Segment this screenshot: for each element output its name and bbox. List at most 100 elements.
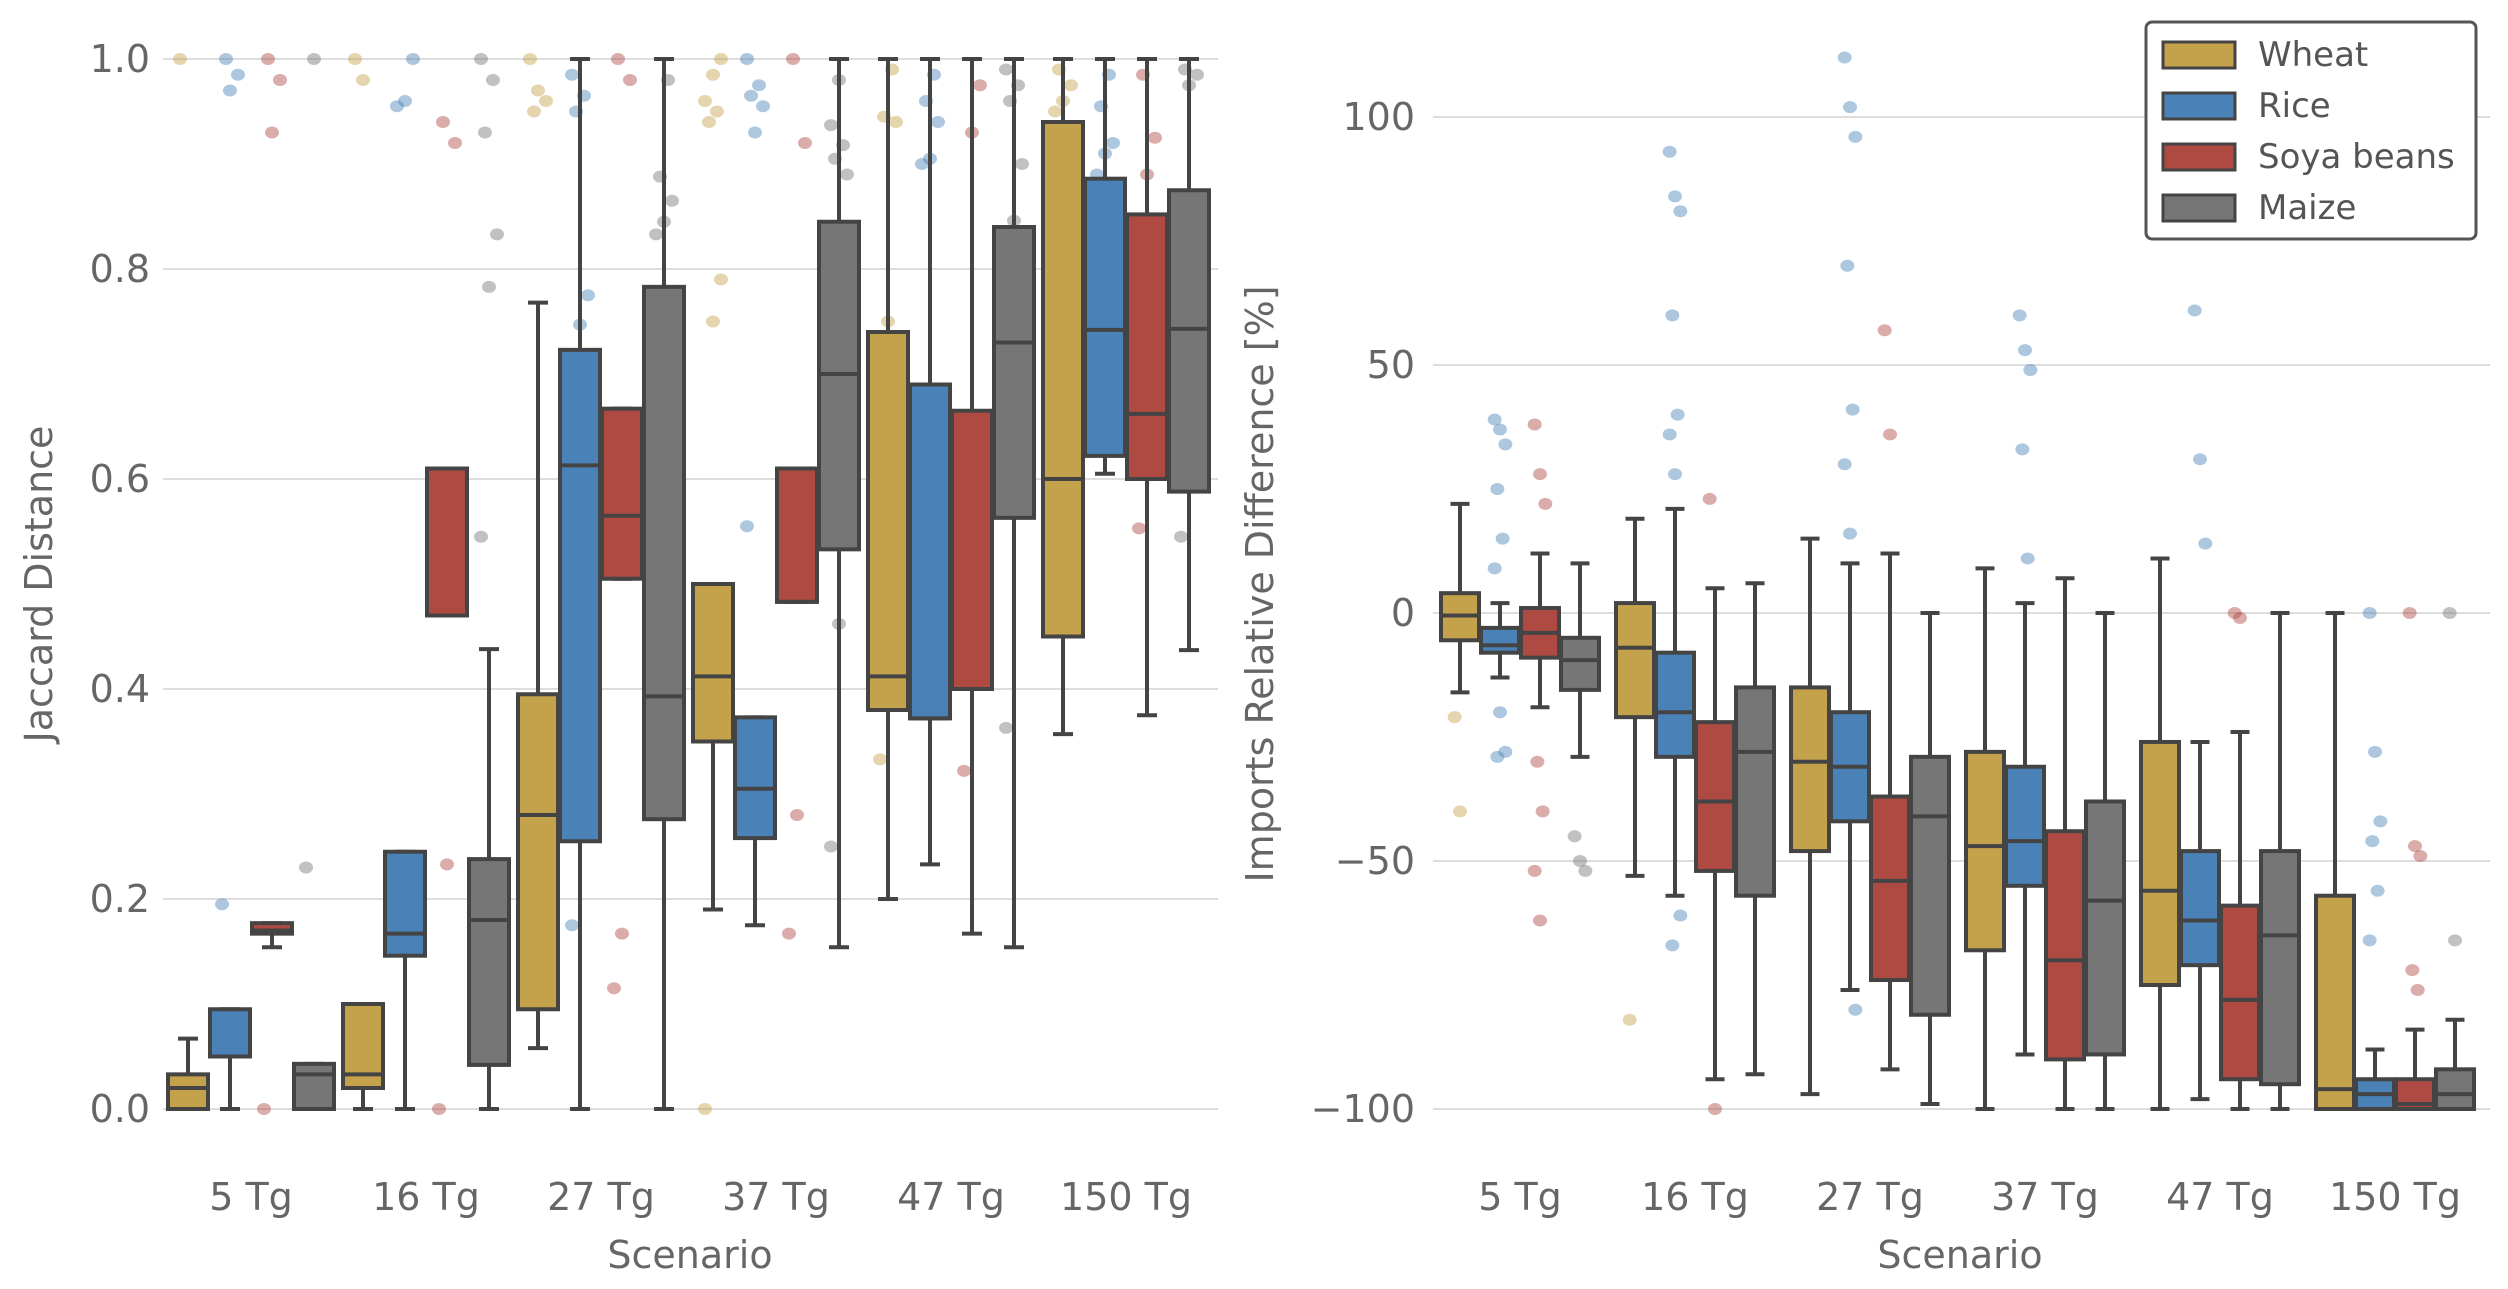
data-point [1487, 413, 1502, 426]
box [1654, 650, 1696, 759]
data-point [698, 95, 712, 107]
box [1083, 176, 1127, 458]
data-point [1533, 468, 1547, 481]
data-point [824, 119, 838, 132]
box [250, 921, 294, 936]
box [817, 219, 861, 552]
box [908, 382, 952, 721]
data-point [565, 919, 579, 932]
data-point [482, 280, 496, 293]
legend-label: Wheat [2258, 35, 2368, 75]
data-point [2012, 309, 2027, 322]
data-point [1578, 864, 1593, 877]
data-point [607, 982, 621, 995]
box [1559, 635, 1601, 692]
data-point [1487, 562, 1502, 575]
data-point [2193, 453, 2207, 466]
data-point [931, 116, 945, 128]
data-point [581, 289, 595, 302]
data-point [1708, 1103, 1722, 1115]
box [1479, 625, 1521, 655]
data-point [1064, 79, 1078, 92]
data-point [223, 84, 237, 97]
left-boxes [166, 53, 1211, 1115]
data-point [2410, 983, 2425, 996]
box [292, 1061, 336, 1111]
ytick-label: 0.8 [90, 247, 150, 291]
data-point [406, 53, 420, 65]
box [383, 849, 427, 958]
data-point [448, 137, 462, 149]
box [2084, 799, 2126, 1057]
data-point [740, 53, 754, 65]
box [2434, 1067, 2476, 1111]
data-point [1848, 130, 1863, 143]
data-point [702, 116, 716, 128]
data-point [1495, 532, 1510, 545]
data-point [714, 273, 728, 286]
data-point [915, 158, 929, 170]
data-point [2373, 815, 2388, 828]
box [1167, 188, 1211, 494]
data-point [752, 79, 766, 92]
data-point [1573, 855, 1587, 867]
data-point [1190, 68, 1204, 81]
data-point [1490, 750, 1505, 763]
box [558, 347, 602, 844]
ytick-label: −50 [1335, 839, 1415, 883]
left-xlabel: Scenario [607, 1233, 772, 1277]
data-point [2187, 304, 2202, 317]
box [1694, 720, 1736, 873]
right-ylabel: Imports Relative Difference [%] [1238, 285, 1282, 882]
ytick-label: −100 [1311, 1087, 1415, 1131]
box [208, 1007, 252, 1059]
data-point [1845, 403, 1860, 416]
data-point [1148, 131, 1162, 144]
data-point [2408, 840, 2422, 853]
data-point [714, 53, 728, 65]
data-point [2405, 964, 2420, 977]
box [950, 408, 994, 691]
data-point [398, 95, 412, 107]
left-ytick-labels: 0.0 0.2 0.4 0.6 0.8 1.0 [90, 37, 150, 1131]
xtick-label: 27 Tg [1816, 1175, 1924, 1219]
box [2139, 739, 2181, 988]
legend: Wheat Rice Soya beans Maize [2144, 20, 2478, 241]
data-point [2227, 607, 2242, 619]
box [2179, 849, 2221, 968]
box [1041, 120, 1085, 639]
data-point [1673, 909, 1688, 922]
legend-swatch [2161, 193, 2237, 223]
data-point [973, 79, 987, 92]
data-point [432, 1103, 446, 1115]
data-point [261, 53, 275, 65]
box [1869, 794, 1911, 983]
left-panel-jaccard: 0.0 0.2 0.4 0.6 0.8 1.0 5 Tg 16 Tg 27 Tg 37 Tg 47… [17, 37, 1218, 1277]
data-point [474, 530, 488, 543]
data-point [2413, 850, 2428, 863]
data-point [756, 100, 770, 113]
data-point [665, 194, 679, 207]
series-rice [208, 53, 1127, 1111]
legend-label: Rice [2258, 86, 2331, 126]
data-point [273, 74, 287, 86]
xtick-label: 27 Tg [547, 1175, 655, 1219]
box [516, 692, 560, 1012]
right-panel-imports: −100 −50 0 50 100 5 Tg 16 Tg 27 Tg 37 Tg 47 Tg 15… [1238, 51, 2490, 1277]
box [166, 1072, 210, 1111]
right-boxes [1439, 51, 2476, 1115]
data-point [2362, 934, 2377, 947]
data-point [873, 753, 887, 766]
data-point [1453, 805, 1467, 818]
legend-frame [2144, 20, 2478, 241]
data-point [1567, 830, 1582, 843]
data-point [1668, 468, 1682, 481]
data-point [790, 809, 804, 821]
data-point [649, 228, 663, 241]
data-point [1877, 324, 1892, 337]
data-point [798, 137, 812, 149]
data-point [1883, 428, 1897, 441]
data-point [706, 68, 720, 81]
data-point [889, 116, 903, 128]
ytick-label: 1.0 [90, 37, 150, 81]
